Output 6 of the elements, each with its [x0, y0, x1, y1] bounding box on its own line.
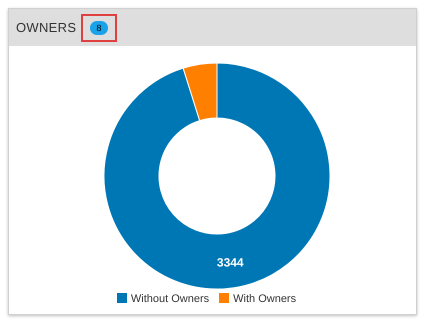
- chart-title: OWNERS: [16, 20, 76, 35]
- legend-label: With Owners: [233, 293, 296, 305]
- outline-box: 8: [81, 14, 117, 42]
- legend-label: Without Owners: [130, 293, 210, 305]
- donut-slice: [104, 62, 330, 290]
- data-label: 3344: [216, 255, 244, 270]
